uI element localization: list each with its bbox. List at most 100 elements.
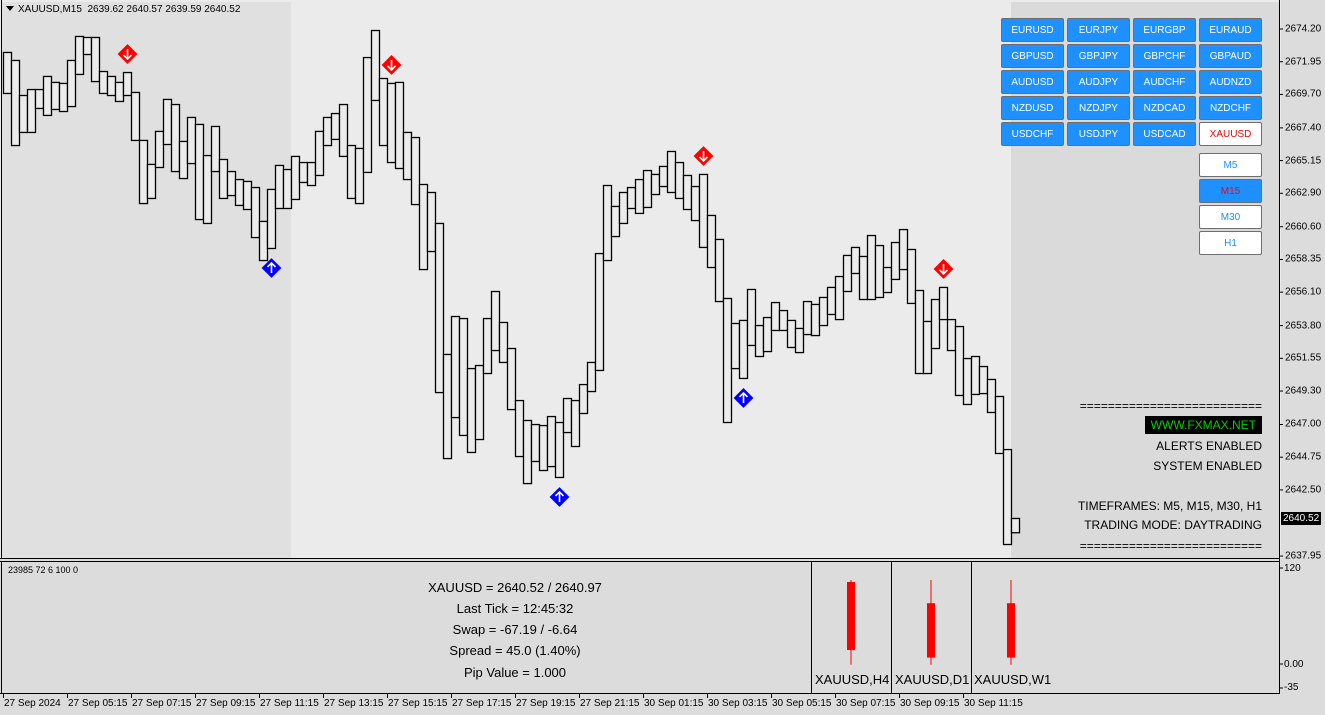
price-bar [978,365,989,395]
timeframe-button-h1[interactable]: H1 [1199,231,1262,255]
mini-label-w1: XAUUSD,W1 [974,672,1052,687]
symbol-button-usdchf[interactable]: USDCHF [1001,122,1064,146]
price-bar [698,173,709,249]
price-bar [58,82,69,113]
price-bar [18,94,29,134]
price-bar [570,399,581,448]
price-bar [322,116,333,147]
price-label: 2656.10 [1285,286,1322,298]
mini-candle-body [927,603,935,658]
price-bar [42,75,53,117]
symbol-button-gbpaud[interactable]: GBPAUD [1199,44,1262,68]
symbol-button-audchf[interactable]: AUDCHF [1133,70,1196,94]
price-bar [546,415,557,468]
time-label: 27 Sep 11:15 [260,698,319,709]
price-bar [666,150,677,194]
signals-group [117,44,954,507]
time-label: 27 Sep 17:15 [452,698,512,709]
price-bar [170,103,181,173]
price-bar [330,112,341,141]
price-bar [922,320,933,375]
buy-arrow-icon [733,388,754,408]
price-bar [10,59,21,147]
price-bar [906,248,917,305]
price-bar [410,136,421,206]
symbol-button-euraud[interactable]: EURAUD [1199,18,1262,42]
price-bar [650,173,661,196]
timeframe-button-m30[interactable]: M30 [1199,205,1262,229]
symbol-button-usdcad[interactable]: USDCAD [1133,122,1196,146]
symbol-button-gbpchf[interactable]: GBPCHF [1133,44,1196,68]
price-bar [738,319,749,380]
chart-ohlc: 2639.62 2640.57 2639.59 2640.52 [87,4,241,15]
symbol-button-nzdchf[interactable]: NZDCHF [1199,96,1262,120]
symbol-button-eurjpy[interactable]: EURJPY [1067,18,1130,42]
price-bar [970,355,981,396]
symbol-button-audnzd[interactable]: AUDNZD [1199,70,1262,94]
time-label: 27 Sep 09:15 [196,698,256,709]
price-bar [122,71,133,97]
symbol-button-audusd[interactable]: AUDUSD [1001,70,1064,94]
price-bar [882,266,893,294]
price-bar [626,186,637,210]
price-bar [914,289,925,375]
session-shade-right [1011,2,1279,558]
price-bar [114,81,125,103]
time-label: 27 Sep 13:15 [324,698,384,709]
price-label: 2669.70 [1285,88,1322,100]
symbol-button-gbpusd[interactable]: GBPUSD [1001,44,1064,68]
price-bar [794,327,805,354]
symbol-button-nzdjpy[interactable]: NZDJPY [1067,96,1130,120]
last-tick-line: Last Tick = 12:45:32 [456,601,574,616]
separator-top: ========================== [1079,399,1262,413]
price-bar [770,301,781,332]
symbol-button-eurusd[interactable]: EURUSD [1001,18,1064,42]
price-bar [450,315,461,419]
price-bar [442,353,453,460]
price-label: 2665.15 [1285,155,1322,167]
axis-ticks [3,28,1283,698]
timeframe-button-m5[interactable]: M5 [1199,153,1262,177]
symbol-button-nzdusd[interactable]: NZDUSD [1001,96,1064,120]
price-bar [562,397,573,434]
site-link[interactable]: WWW.FXMAX.NET [1144,416,1262,434]
panel-scale-min: -35 [1284,682,1299,693]
price-bar [498,321,509,364]
mini-candle-body [1007,603,1015,658]
price-bar [482,317,493,375]
price-bar [514,399,525,458]
price-label: 2660.60 [1285,221,1322,233]
system-status: SYSTEM ENABLED [1153,459,1262,473]
price-bar [746,288,757,347]
symbol-button-eurgbp[interactable]: EURGBP [1133,18,1196,42]
price-bar [130,91,141,142]
symbol-button-gbpjpy[interactable]: GBPJPY [1067,44,1130,68]
price-bar [290,155,301,201]
price-bar [530,423,541,463]
symbol-button-audjpy[interactable]: AUDJPY [1067,70,1130,94]
price-label: 2649.30 [1285,385,1322,397]
price-bar [858,255,869,301]
symbol-button-nzdcad[interactable]: NZDCAD [1133,96,1196,120]
dropdown-triangle-icon[interactable] [6,6,14,11]
timeframe-button-m15[interactable]: M15 [1199,179,1262,203]
price-bar [730,322,741,370]
time-label: 30 Sep 11:15 [964,698,1023,709]
bars-group [2,29,1021,546]
mini-candle-body [847,582,855,650]
pip-value-line: Pip Value = 1.000 [463,665,567,680]
symbol-button-usdjpy[interactable]: USDJPY [1067,122,1130,146]
symbol-button-xauusd[interactable]: XAUUSD [1199,122,1262,146]
mini-candles [847,580,1015,665]
price-bar [210,125,221,173]
price-bar [754,324,765,358]
price-bar [50,81,61,111]
price-bar [594,252,605,372]
price-label: 2651.55 [1285,352,1322,364]
buy-arrow-icon [549,487,570,507]
price-bar [986,378,997,414]
price-bar [466,367,477,454]
price-bar [610,205,621,238]
price-bar [786,319,797,349]
price-bar [602,184,613,262]
